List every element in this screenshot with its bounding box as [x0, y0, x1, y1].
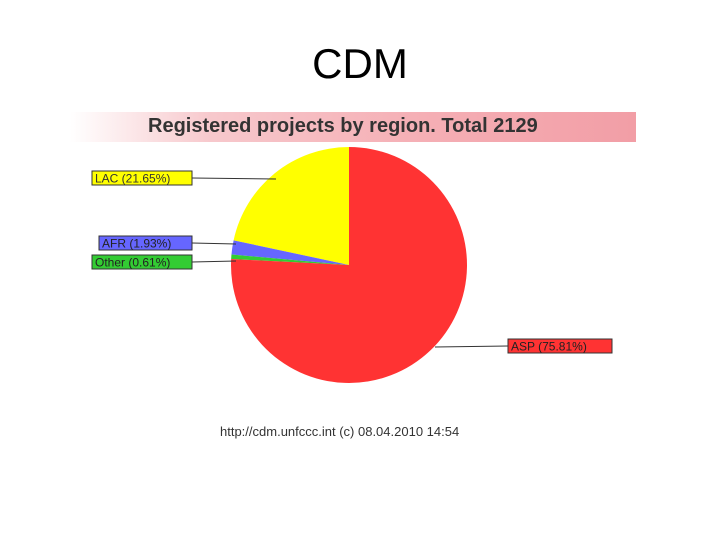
- chart-footer: http://cdm.unfccc.int (c) 08.04.2010 14:…: [220, 424, 460, 439]
- leader-line-asp: [434, 345, 509, 348]
- label-box-afr: [98, 235, 193, 251]
- leader-line-other: [191, 260, 237, 263]
- slice-label-afr: AFR (1.93%): [102, 237, 171, 251]
- pie-slice-lac: [233, 147, 349, 265]
- slide-title: CDM: [312, 40, 408, 87]
- slice-label-other: Other (0.61%): [95, 256, 170, 270]
- label-box-lac: [91, 170, 193, 186]
- slice-label-lac: LAC (21.65%): [95, 172, 170, 186]
- pie-slice-afr: [231, 240, 349, 265]
- chart-title: Registered projects by region. Total 212…: [148, 115, 538, 137]
- leader-line-lac: [191, 177, 277, 180]
- pie-slice-other: [231, 254, 349, 265]
- chart-title-banner: [70, 112, 636, 142]
- label-box-other: [91, 254, 193, 270]
- pie-slice-asp: [231, 147, 468, 383]
- leader-line-afr: [191, 242, 237, 245]
- label-box-asp: [507, 338, 613, 354]
- slice-label-asp: ASP (75.81%): [511, 340, 587, 354]
